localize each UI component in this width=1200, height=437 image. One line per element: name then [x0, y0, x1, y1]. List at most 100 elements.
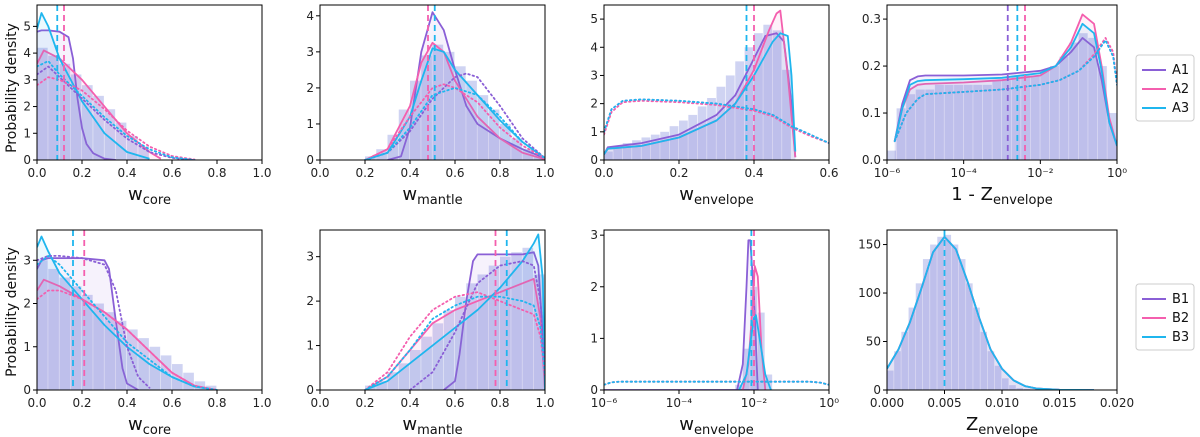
histogram-bar	[763, 24, 773, 160]
x-tick-label: 1.0	[535, 396, 554, 410]
x-tick-label: 10⁻²	[741, 396, 768, 410]
series-fill-a1	[387, 12, 545, 160]
y-tick-label: 100	[858, 286, 881, 300]
y-tick-label: 3	[23, 253, 31, 267]
histogram-bar	[782, 69, 791, 160]
x-tick-label: 0.2	[72, 166, 91, 180]
histogram-bar	[138, 146, 149, 160]
x-axis-label-subscript: core	[143, 423, 171, 437]
histogram-bar	[115, 122, 127, 160]
chart-panel-bottom-1: 0.0 0.2 0.4 0.6 0.8 1.0 0 1 2 3 wcore	[23, 229, 272, 437]
histogram-bar	[887, 150, 896, 160]
histogram-bar	[735, 61, 745, 160]
y-tick-label: 0.1	[862, 106, 881, 120]
plot-area	[887, 5, 1117, 160]
x-tick-label: 0.015	[1042, 396, 1076, 410]
plot-area	[364, 5, 545, 160]
histogram-bar	[742, 348, 750, 390]
histogram-bar	[37, 47, 48, 160]
x-axis-label: wmantle	[402, 414, 462, 437]
histogram-bar	[48, 55, 59, 160]
histogram-bar	[915, 89, 925, 160]
histogram-bar	[138, 338, 149, 390]
histogram-bar	[1097, 66, 1107, 160]
histogram-bar	[908, 307, 916, 390]
x-tick-label: 0.8	[490, 396, 509, 410]
series-line-a1-dotted	[37, 65, 196, 160]
x-tick-label: 10⁰	[819, 396, 839, 410]
y-tick-label: 0	[23, 383, 31, 397]
histogram-bar	[894, 351, 901, 390]
histogram-bar	[750, 286, 758, 390]
y-tick-label: 2	[23, 297, 31, 311]
plot-area	[37, 230, 218, 390]
histogram-bar	[466, 283, 477, 390]
histogram-bar	[1002, 80, 1011, 160]
x-tick-label: 0.4	[400, 166, 419, 180]
histogram-bar	[37, 260, 48, 390]
histogram-bar	[1002, 378, 1009, 390]
histogram-bar	[387, 372, 399, 390]
x-tick-label: 0.2	[355, 396, 374, 410]
histogram-bar	[944, 234, 952, 390]
histogram-bar	[922, 259, 930, 390]
series-fill-b3	[365, 234, 545, 390]
x-axis-label-subscript: envelope	[993, 193, 1053, 208]
histogram-bar	[669, 126, 679, 160]
x-tick-label: 0.0	[27, 396, 46, 410]
y-tick-label: 0	[590, 383, 598, 397]
histogram-bar	[951, 244, 959, 390]
axes-frame	[603, 229, 830, 391]
histogram-bar	[622, 143, 632, 160]
histogram-bar	[925, 89, 935, 160]
histogram-bar	[915, 283, 923, 390]
series-fill-b3	[887, 236, 1094, 390]
axes-frame	[319, 229, 546, 391]
y-tick-label: 3	[590, 228, 598, 242]
histogram-bar	[410, 80, 421, 160]
histogram-bar	[59, 277, 71, 390]
histogram-bar	[1059, 56, 1069, 160]
series-line-b3	[37, 235, 218, 390]
series-line-a3	[604, 32, 797, 155]
y-tick-label: 0	[590, 153, 598, 167]
x-axis-label-main: 1 - Z	[951, 184, 993, 205]
series-line-a3-dotted	[893, 39, 1117, 143]
x-tick-label: 0.6	[819, 166, 838, 180]
x-tick-label: 0.4	[117, 396, 136, 410]
histogram-bar	[987, 351, 995, 390]
x-axis-label: 1 - Zenvelope	[951, 184, 1052, 208]
y-tick-label: 3	[23, 73, 31, 87]
histogram-bar	[604, 151, 613, 160]
x-axis-label: wenvelope	[679, 414, 753, 437]
x-axis-label-subscript: envelope	[978, 423, 1038, 437]
histogram-bar	[887, 370, 894, 390]
histogram-bar	[725, 75, 735, 160]
histogram-bar	[982, 84, 992, 160]
y-tick-label: 0	[873, 383, 881, 397]
histogram-bar	[973, 307, 980, 390]
x-tick-label: 0.6	[445, 166, 464, 180]
x-axis-label-main: w	[402, 184, 417, 205]
histogram-bar	[443, 310, 455, 390]
series-line-b2-dotted	[364, 291, 545, 390]
legend-label-a2: A2	[1172, 82, 1189, 97]
axes-frame	[36, 4, 263, 161]
series-fill-b2	[742, 266, 766, 390]
y-tick-label: 0.3	[862, 12, 881, 26]
x-axis-label: Zenvelope	[966, 414, 1038, 437]
y-tick-label: 0	[306, 383, 314, 397]
series-fill-b1	[887, 236, 1094, 390]
x-tick-label: 0.8	[207, 166, 226, 180]
histogram-bar	[679, 120, 688, 160]
y-axis-label-bottom: Probability density	[4, 247, 20, 377]
histogram-bar	[1009, 385, 1016, 390]
y-tick-label: 1	[306, 339, 314, 353]
series-line-b1-dotted	[37, 255, 151, 389]
histogram-bar	[650, 134, 660, 160]
y-tick-label: 1	[23, 340, 31, 354]
series-line-a2-dotted	[604, 99, 829, 144]
histogram-bar	[772, 30, 782, 160]
histogram-bar	[641, 137, 651, 160]
series-line-b3	[738, 314, 772, 390]
